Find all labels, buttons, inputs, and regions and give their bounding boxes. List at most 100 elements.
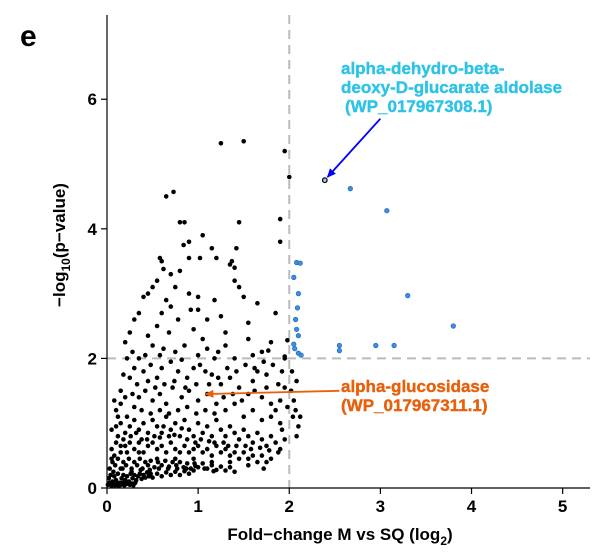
data-point [159,463,164,468]
data-point [291,398,297,403]
data-point [173,446,178,452]
data-point [264,459,269,465]
data-point [295,333,302,339]
data-point [246,336,251,342]
data-point [223,343,228,348]
data-point [112,474,117,479]
data-point [209,372,215,377]
data-point [172,432,177,438]
data-point [241,450,246,455]
data-point [150,398,155,403]
data-point [259,453,265,458]
data-point [195,420,201,426]
data-point [163,450,169,455]
data-point [115,471,121,477]
aldolase-annotation-arrow [326,118,382,178]
data-point [273,440,278,445]
data-point [184,404,190,410]
data-point [168,472,174,478]
data-point [115,414,121,420]
data-point [168,271,174,277]
data-point [139,407,144,413]
data-point [195,294,201,300]
data-point [129,469,134,475]
data-point [145,430,151,436]
data-point [266,448,272,453]
data-point [148,411,153,416]
data-point [141,369,146,374]
data-point [261,466,267,471]
data-point [279,369,285,374]
x-axis-title: Fold−change M vs SQ (log2) [227,525,452,548]
data-point [287,174,292,180]
aldolase-label-line: alpha-dehydro-beta- [341,59,504,78]
data-point [204,317,210,322]
data-point [127,424,133,429]
y-tick-label: 2 [88,349,97,368]
data-point [264,443,269,449]
data-point [209,246,215,251]
data-point [121,472,126,478]
data-point [186,450,192,455]
data-point [211,468,216,474]
data-point [150,417,155,423]
data-point [154,446,160,452]
data-point [141,294,146,300]
data-point [123,463,129,468]
data-point [391,342,397,349]
glucosidase-label-line: (WP_017967311.1) [341,396,488,415]
data-point [294,326,300,332]
data-point [236,284,242,290]
data-point [195,307,201,313]
data-point [177,220,183,225]
data-point [261,359,267,365]
data-point [268,433,274,439]
data-point [200,450,205,455]
data-point [259,437,265,442]
data-point [257,445,263,451]
data-point [130,391,135,397]
data-point [173,349,178,355]
data-point [124,356,130,361]
threshold-lines [107,15,590,488]
panel-label: e [20,20,37,53]
data-point [133,430,139,436]
data-point [159,474,164,479]
data-point [168,304,174,309]
y-axis-title-post: (p−value) [50,183,69,258]
data-point [152,433,157,439]
data-point [139,437,144,442]
data-point [188,307,194,313]
data-point [236,220,242,225]
aldolase-label-line: deoxy-D-glucarate aldolase [341,78,562,97]
data-point [191,327,196,332]
data-point [121,437,126,442]
x-tick-label: 5 [558,497,567,516]
data-point [161,266,166,272]
data-point [209,463,215,468]
data-point [186,388,192,394]
x-axis-title-close: ) [447,525,453,544]
data-point [163,297,169,303]
data-point [118,443,123,449]
data-point [166,433,172,439]
data-point [156,466,162,471]
data-point [259,395,265,400]
data-point [273,407,278,413]
y-tick-label: 6 [88,90,97,109]
data-point [298,352,304,358]
data-point [184,375,190,381]
data-point [236,456,242,462]
data-point [225,443,231,449]
data-point [112,463,118,468]
data-point [277,420,283,426]
x-tick-label: 3 [376,497,385,516]
data-point [193,463,198,469]
data-point [291,274,297,281]
data-point [373,342,379,349]
data-point [159,310,164,316]
data-point [161,346,166,352]
data-point [182,443,187,449]
data-point [152,465,157,470]
data-point [285,404,290,410]
